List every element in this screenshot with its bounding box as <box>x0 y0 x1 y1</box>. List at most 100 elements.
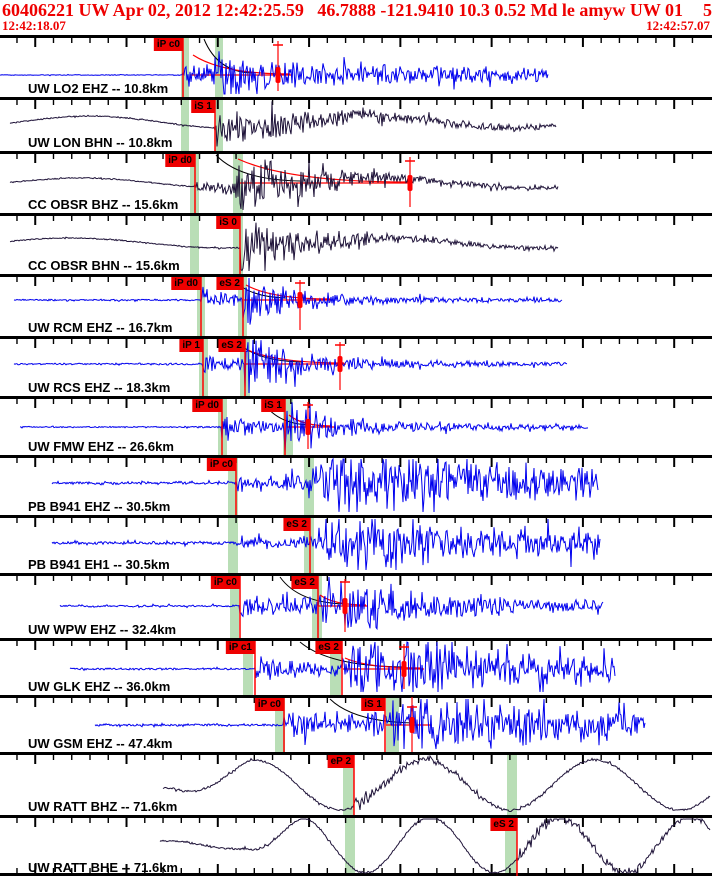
time-ruler-bar <box>0 455 712 458</box>
coda-duration-marker[interactable] <box>273 41 283 91</box>
phase-pick-flag[interactable]: iP c1 <box>225 641 255 654</box>
station-label: UW WPW EHZ -- 32.4km <box>28 622 177 637</box>
phase-pick-flag[interactable]: iS 1 <box>361 698 385 711</box>
trace-panel-CC-OBSR-BHN[interactable]: CC OBSR BHN -- 15.6km iS 0 <box>0 213 712 274</box>
seismogram-trace <box>51 457 599 513</box>
seismogram-trace <box>94 698 646 750</box>
trace-panel-PB-B941-EHZ[interactable]: PB B941 EHZ -- 30.5km iP c0 <box>0 455 712 515</box>
waveform-plot-UW-LON-BHN[interactable] <box>0 97 712 151</box>
trace-panel-UW-LO2-EHZ[interactable]: UW LO2 EHZ -- 10.8km iP c0 <box>0 35 712 97</box>
seismogram-trace <box>13 339 568 394</box>
predicted-arrival-band <box>343 755 354 815</box>
station-label: CC OBSR BHN -- 15.6km <box>28 258 180 273</box>
event-flag: 5 <box>703 0 712 20</box>
coda-duration-marker[interactable] <box>335 342 345 390</box>
predicted-arrival-band <box>228 518 238 573</box>
predicted-arrival-band <box>215 38 223 97</box>
coda-duration-marker[interactable] <box>399 644 409 689</box>
seismogram-trace <box>19 402 589 453</box>
event-header: 60406221 UW Apr 02, 2012 12:42:25.59 46.… <box>0 0 712 35</box>
phase-pick-flag[interactable]: eS 2 <box>218 339 245 352</box>
predicted-arrival-band <box>330 641 341 695</box>
time-ruler-bar <box>0 815 712 818</box>
event-summary-line: 60406221 UW Apr 02, 2012 12:42:25.59 46.… <box>2 0 712 20</box>
station-label: UW GLK EHZ -- 36.0km <box>28 679 171 694</box>
station-label: UW LO2 EHZ -- 10.8km <box>28 81 169 96</box>
waveform-plot-UW-GSM-EHZ[interactable] <box>0 695 712 752</box>
coda-duration-marker[interactable] <box>303 402 313 449</box>
trace-panel-UW-GLK-EHZ[interactable]: UW GLK EHZ -- 36.0km iP c1 eS 2 <box>0 638 712 695</box>
bottom-time-ruler-bar <box>0 873 712 876</box>
trace-panel-UW-WPW-EHZ[interactable]: UW WPW EHZ -- 32.4km iP c0 eS 2 <box>0 573 712 638</box>
waveform-plot-CC-OBSR-BHZ[interactable] <box>0 151 712 213</box>
waveform-plot-PB-B941-EH1[interactable] <box>0 515 712 573</box>
phase-pick-flag[interactable]: iS 0 <box>216 216 240 229</box>
predicted-arrival-band <box>243 641 253 695</box>
predicted-arrival-band <box>230 576 239 638</box>
waveform-plot-UW-FMW-EHZ[interactable] <box>0 396 712 455</box>
time-ruler-bar <box>0 638 712 641</box>
time-ruler-bar <box>0 97 712 100</box>
time-window-line: 12:42:18.07 12:42:57.07 <box>2 19 710 33</box>
coda-decay-curve-black <box>279 576 347 605</box>
coda-duration-marker[interactable] <box>340 579 350 632</box>
trace-panel-CC-OBSR-BHZ[interactable]: CC OBSR BHZ -- 15.6km iP d0 <box>0 151 712 213</box>
time-ruler-bar <box>0 752 712 755</box>
phase-pick-flag[interactable]: iS 1 <box>261 399 285 412</box>
seismogram-trace <box>9 159 559 211</box>
phase-pick-flag[interactable]: eS 2 <box>216 277 243 290</box>
phase-pick-flag[interactable]: iP c0 <box>153 38 183 51</box>
coda-duration-marker[interactable] <box>407 697 417 752</box>
phase-pick-flag[interactable]: iP c0 <box>210 576 240 589</box>
station-label: CC OBSR BHZ -- 15.6km <box>28 197 179 212</box>
phase-pick-flag[interactable]: iP d0 <box>165 154 195 167</box>
phase-pick-flag[interactable]: iP d0 <box>192 399 222 412</box>
coda-decay-curve-red <box>245 284 331 300</box>
trace-panel-UW-LON-BHN[interactable]: UW LON BHN -- 10.8km iS 1 <box>0 97 712 151</box>
phase-pick-flag[interactable]: eS 2 <box>490 818 517 831</box>
waveform-plot-UW-GLK-EHZ[interactable] <box>0 638 712 695</box>
trace-panel-UW-RATT-BHZ[interactable]: UW RATT BHZ -- 71.6km eP 2 <box>0 752 712 815</box>
coda-duration-marker[interactable] <box>405 157 415 207</box>
station-label: UW RATT BHE -- 71.6km <box>28 860 178 875</box>
time-ruler-bar <box>0 515 712 518</box>
trace-panel-UW-RCM-EHZ[interactable]: UW RCM EHZ -- 16.7km iP d0 eS 2 <box>0 274 712 336</box>
phase-pick-flag[interactable]: iP c0 <box>206 458 236 471</box>
trace-panel-UW-GSM-EHZ[interactable]: UW GSM EHZ -- 47.4km iP c0 iS 1 <box>0 695 712 752</box>
station-label: UW RCM EHZ -- 16.7km <box>28 320 173 335</box>
predicted-arrival-band <box>228 458 238 515</box>
time-ruler-bar <box>0 213 712 216</box>
phase-pick-flag[interactable]: eP 2 <box>327 755 354 768</box>
waveform-plot-UW-RATT-BHZ[interactable] <box>0 752 712 815</box>
phase-pick-flag[interactable]: eS 2 <box>283 518 310 531</box>
seismogram-trace <box>9 222 559 272</box>
seismogram-trace <box>0 51 549 95</box>
phase-pick-flag[interactable]: iP 1 <box>179 339 203 352</box>
waveform-plot-UW-WPW-EHZ[interactable] <box>0 573 712 638</box>
phase-pick-flag[interactable]: iP d0 <box>171 277 201 290</box>
waveform-plot-PB-B941-EHZ[interactable] <box>0 455 712 515</box>
coda-decay-curve-red <box>247 349 345 364</box>
predicted-arrival-band <box>304 458 314 515</box>
time-ruler-bar <box>0 35 712 38</box>
coda-duration-marker[interactable] <box>295 280 305 330</box>
phase-pick-flag[interactable]: iP c0 <box>254 698 284 711</box>
coda-decay-curve-black <box>215 154 301 182</box>
waveform-plot-UW-RATT-BHE[interactable] <box>0 815 712 876</box>
trace-panel-UW-RCS-EHZ[interactable]: UW RCS EHZ -- 18.3km iP 1 eS 2 <box>0 336 712 396</box>
waveform-plot-UW-RCS-EHZ[interactable] <box>0 336 712 396</box>
phase-pick-flag[interactable]: eS 2 <box>315 641 342 654</box>
station-label: PB B941 EH1 -- 30.5km <box>28 557 170 572</box>
time-ruler-bar <box>0 695 712 698</box>
phase-pick-flag[interactable]: iS 1 <box>191 100 215 113</box>
station-label: PB B941 EHZ -- 30.5km <box>28 499 171 514</box>
waveform-plot-UW-RCM-EHZ[interactable] <box>0 274 712 336</box>
time-ruler-bar <box>0 336 712 339</box>
trace-panel-UW-FMW-EHZ[interactable]: UW FMW EHZ -- 26.6km iP d0 iS 1 <box>0 396 712 455</box>
phase-pick-flag[interactable]: eS 2 <box>291 576 318 589</box>
time-ruler-bar <box>0 274 712 277</box>
trace-panel-UW-RATT-BHE[interactable]: UW RATT BHE -- 71.6km eS 2 <box>0 815 712 876</box>
trace-panel-PB-B941-EH1[interactable]: PB B941 EH1 -- 30.5km eS 2 <box>0 515 712 573</box>
coda-decay-curve-black <box>329 698 415 724</box>
